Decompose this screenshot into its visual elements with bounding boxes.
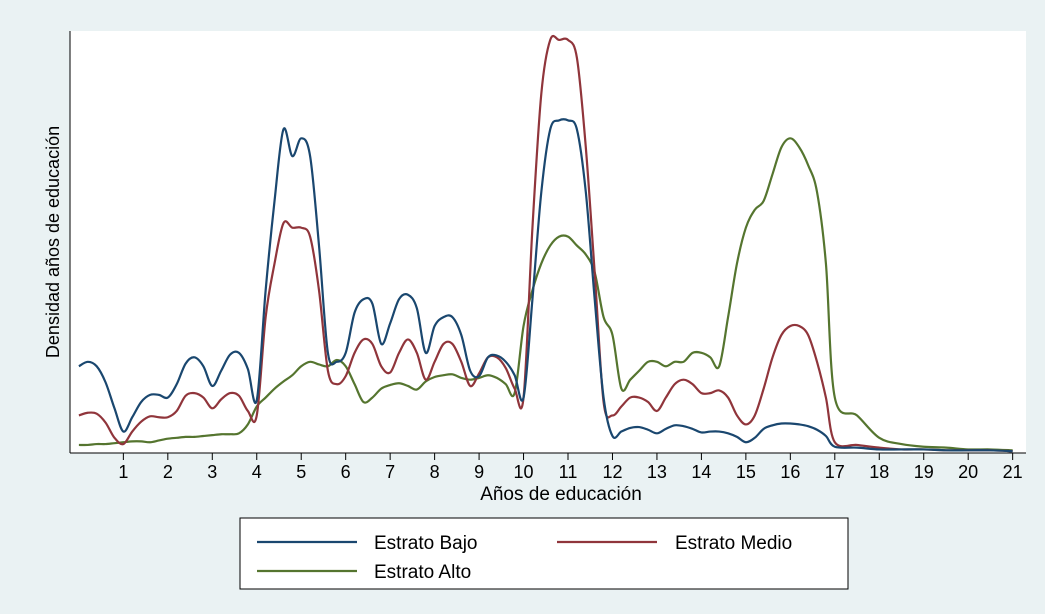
x-tick-label: 19 — [914, 462, 934, 482]
x-tick-label: 10 — [514, 462, 534, 482]
x-tick-label: 14 — [691, 462, 711, 482]
series-lines — [78, 34, 1013, 453]
x-tick-label: 17 — [825, 462, 845, 482]
x-axis-ticks: 1 2 3 4 5 6 7 8 9 10 11 12 13 14 15 16 17 18 19 20 21 — [118, 453, 1023, 482]
series-line-estrato-bajo — [78, 118, 1013, 453]
series-line-estrato-alto — [78, 137, 1013, 452]
x-tick-label: 3 — [207, 462, 217, 482]
x-tick-label: 9 — [474, 462, 484, 482]
legend: Estrato Bajo Estrato Medio Estrato Alto — [239, 517, 849, 590]
x-axis-label: Años de educación — [480, 484, 642, 505]
x-tick-label: 12 — [602, 462, 622, 482]
x-tick-label: 13 — [647, 462, 667, 482]
x-tick-label: 15 — [736, 462, 756, 482]
plot-area — [70, 31, 1026, 453]
y-axis-label: Densidad años de educación — [43, 126, 63, 358]
legend-label-estrato-alto: Estrato Alto — [374, 562, 471, 583]
x-tick-label: 18 — [869, 462, 889, 482]
x-tick-label: 4 — [252, 462, 262, 482]
x-tick-label: 6 — [341, 462, 351, 482]
x-tick-label: 8 — [430, 462, 440, 482]
x-tick-label: 2 — [163, 462, 173, 482]
x-tick-label: 7 — [385, 462, 395, 482]
series-line-estrato-medio — [78, 34, 1013, 453]
x-tick-label: 5 — [296, 462, 306, 482]
legend-label-estrato-medio: Estrato Medio — [675, 533, 792, 554]
x-tick-label: 20 — [958, 462, 978, 482]
legend-box — [239, 517, 849, 590]
x-tick-label: 16 — [780, 462, 800, 482]
legend-label-estrato-bajo: Estrato Bajo — [374, 533, 478, 554]
x-tick-label: 11 — [559, 462, 578, 482]
x-tick-label: 21 — [1003, 462, 1023, 482]
x-tick-label: 1 — [118, 462, 128, 482]
